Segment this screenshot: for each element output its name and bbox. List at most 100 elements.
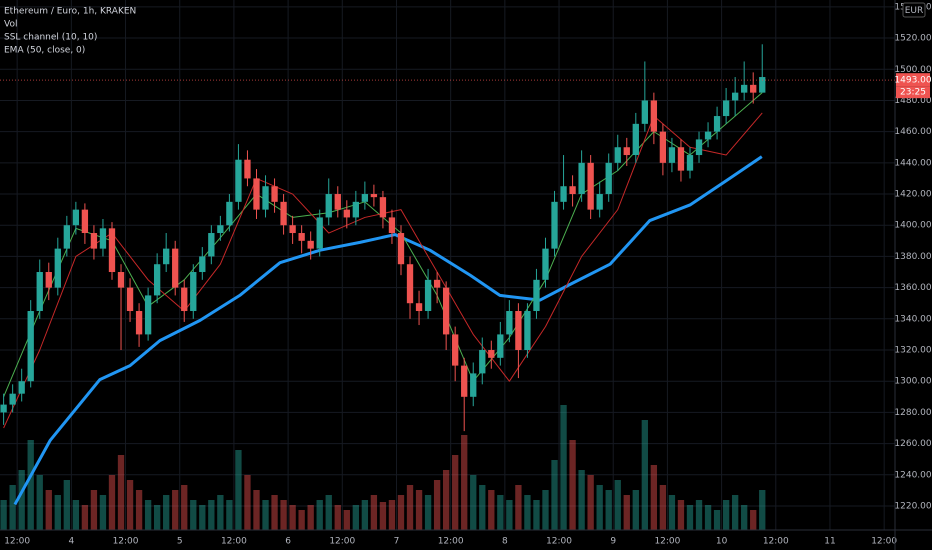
candle-body (298, 233, 305, 241)
candle-body (289, 225, 296, 234)
candle-body (126, 287, 134, 312)
volume-bar (533, 500, 540, 530)
volume-bar (199, 505, 206, 530)
x-tick-label: 12:00 (546, 537, 572, 547)
candle-body (280, 201, 287, 226)
volume-bar (479, 485, 486, 530)
x-tick-label: 12:00 (221, 537, 247, 547)
candle-body (551, 201, 558, 249)
volume-bar (470, 475, 477, 530)
volume-bar (307, 505, 314, 530)
candle-body (63, 225, 70, 249)
currency-box[interactable] (902, 2, 926, 18)
volume-bar (117, 455, 125, 530)
volume-bar (316, 500, 323, 530)
candle-body (406, 264, 414, 304)
legend-entry: Vol (4, 20, 17, 30)
y-tick-label: 1220.00 (894, 501, 931, 511)
volume-bar (163, 495, 170, 530)
candle-body (343, 209, 350, 218)
volume-bar (72, 500, 80, 530)
candle-body (623, 147, 630, 156)
candle-body (199, 256, 206, 273)
candle-body (153, 264, 161, 296)
candle-body (433, 279, 441, 288)
y-tick-label: 1360.00 (894, 283, 931, 293)
volume-bar (578, 470, 585, 530)
candle-body (90, 233, 98, 249)
y-tick-label: 1280.00 (894, 408, 931, 418)
candle-body (442, 287, 450, 335)
candle-body (587, 162, 594, 210)
candle-body (741, 84, 748, 93)
candle-body (695, 139, 703, 156)
volume-bar (461, 435, 468, 530)
x-tick-label: 12:00 (763, 537, 789, 547)
volume-bar (36, 475, 43, 530)
x-tick-label: 12:00 (113, 537, 139, 547)
volume-bar (560, 405, 567, 530)
volume-bar (9, 485, 16, 530)
candle-body (163, 248, 170, 265)
countdown-label: 23:25 (900, 88, 926, 98)
volume-bar (713, 510, 721, 530)
last-price-label: 1493.00 (894, 76, 931, 86)
y-tick-label: 1460.00 (894, 127, 931, 137)
volume-bar (181, 485, 188, 530)
candle-body (144, 295, 152, 335)
volume-pane (0, 405, 766, 530)
candle-body (650, 100, 658, 132)
currency[interactable]: EUR (905, 6, 924, 16)
candle-body (54, 248, 61, 288)
volume-bar (388, 500, 396, 530)
volume-bar (741, 505, 748, 530)
y-tick-label: 1300.00 (894, 377, 931, 387)
candle-body (731, 92, 739, 101)
x-tick-label: 12:00 (654, 537, 680, 547)
volume-bar (63, 480, 70, 530)
candle-body (45, 272, 52, 288)
volume-bar (253, 490, 260, 530)
volume-bar (190, 500, 197, 530)
candle-body (578, 162, 585, 195)
candle-body (415, 303, 423, 312)
volume-bar (659, 485, 667, 530)
chart-title: Ethereum / Euro, 1h, KRAKEN (4, 7, 136, 17)
volume-bar (298, 510, 305, 530)
candle-body (569, 186, 576, 195)
volume-bar (126, 480, 134, 530)
candle-body (217, 225, 224, 234)
volume-bar (695, 500, 703, 530)
candle-body (497, 334, 504, 358)
x-tick-label: 10 (716, 537, 728, 547)
candle-body (524, 311, 531, 351)
x-tick-label: 5 (177, 537, 183, 547)
y-tick-label: 1380.00 (894, 252, 931, 262)
candle-body (641, 100, 648, 124)
volume-bar (397, 495, 405, 530)
candle-body (515, 311, 522, 351)
y-tick-label: 1340.00 (894, 314, 931, 324)
volume-bar (442, 470, 450, 530)
candle-body (533, 279, 540, 312)
volume-bar (497, 495, 504, 530)
volume-bar (361, 500, 369, 530)
candle-body (470, 373, 477, 397)
candle-body (370, 194, 378, 198)
candle-body (244, 159, 251, 179)
candle-body (108, 228, 116, 273)
y-tick-label: 1480.00 (894, 96, 931, 106)
volume-bar (235, 450, 242, 530)
volume-bar (668, 495, 676, 530)
y-tick-label: 1420.00 (894, 190, 931, 200)
candle-body (117, 272, 125, 288)
volume-bar (750, 510, 757, 530)
volume-bar (731, 495, 739, 530)
candle-body (596, 194, 603, 210)
candle-body (605, 162, 612, 195)
volume-bar (18, 470, 25, 530)
volume-bar (27, 440, 34, 530)
volume-bar (153, 505, 161, 530)
volume-bar (704, 505, 712, 530)
candle-body (479, 350, 486, 374)
